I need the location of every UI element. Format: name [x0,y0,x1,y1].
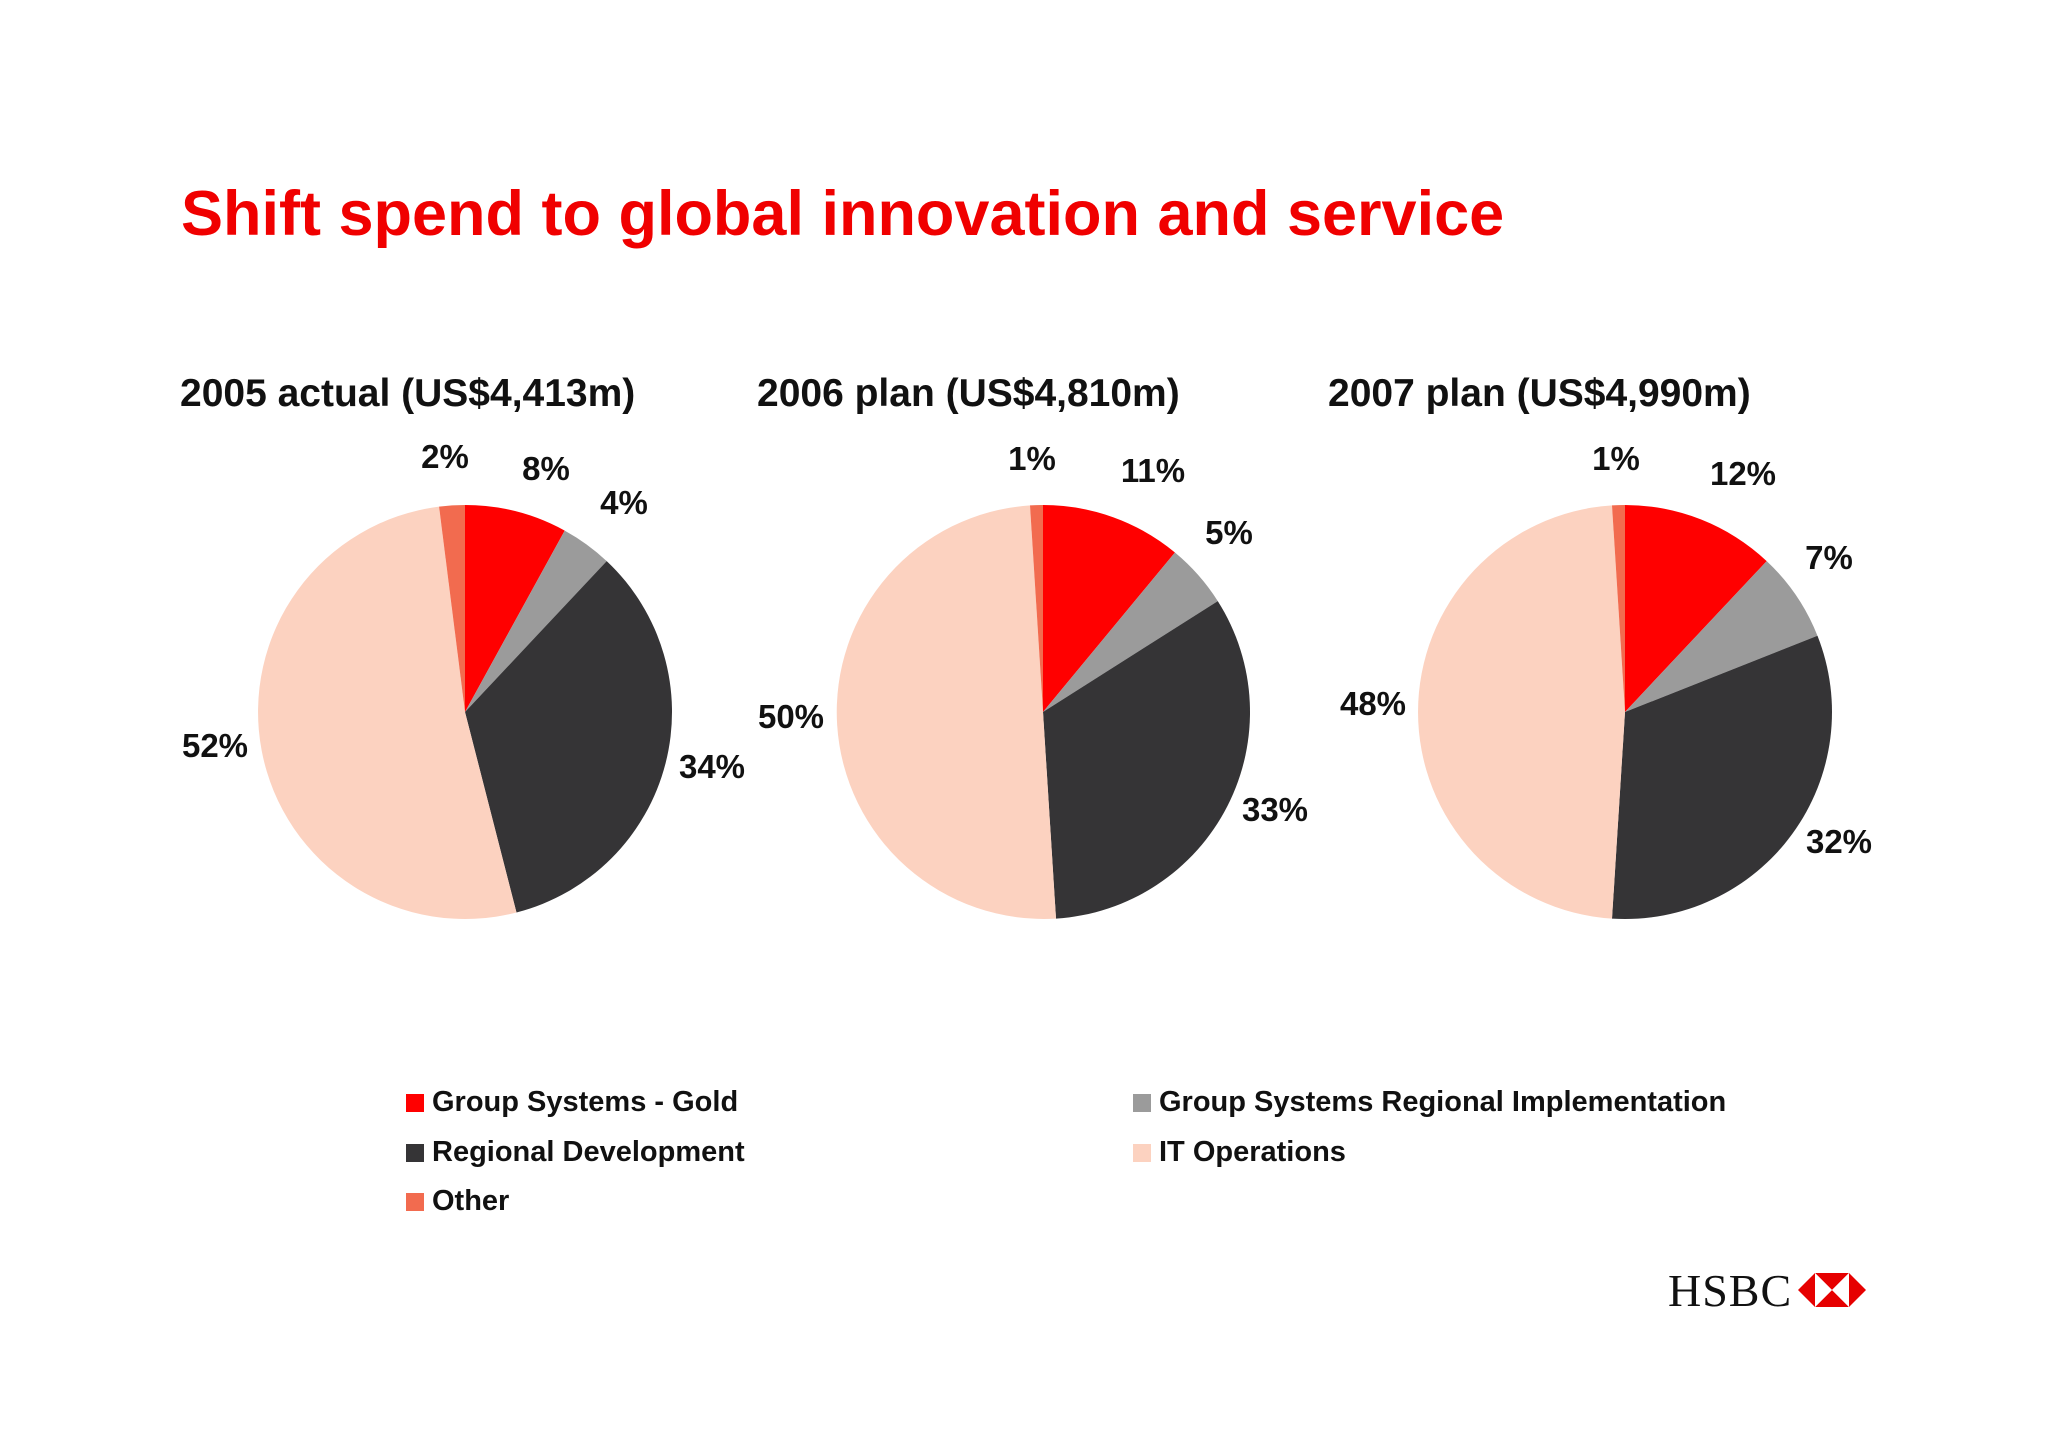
chart-title-2007: 2007 plan (US$4,990m) [1328,372,1751,415]
legend-label: Group Systems - Gold [432,1086,739,1118]
data-label: 52% [182,727,248,764]
legend-swatch [406,1093,424,1112]
slice-regional-development [465,561,673,913]
data-label: 11% [1121,452,1185,489]
legend-swatch [406,1192,424,1211]
chart-title-2006: 2006 plan (US$4,810m) [757,372,1180,415]
slice-regional-development [1612,635,1832,919]
slice-group-systems-gold [465,505,565,712]
data-label: 48% [1340,685,1406,722]
legend-label: Regional Development [432,1136,745,1168]
legend-item-regional-development: Regional Development [406,1136,745,1169]
pie-chart-2: 12% 7% 32% 48% 1% [1340,440,1872,919]
data-label: 50% [758,698,824,735]
slice-group-systems-regional [1625,561,1818,712]
data-label: 34% [679,748,745,785]
slice-regional-development [1043,601,1251,919]
legend-item-it-operations: IT Operations [1133,1136,1346,1169]
slice-group-systems-regional [465,530,607,712]
slice-it-operations [258,506,517,919]
slide-title: Shift spend to global innovation and ser… [181,179,1505,249]
legend-item-group-systems-gold: Group Systems - Gold [406,1086,738,1119]
slice-other [1030,505,1043,712]
logo-text: HSBC [1668,1264,1793,1316]
data-label: 7% [1805,539,1853,576]
slice-other [1612,505,1625,712]
legend-item-other: Other [406,1185,509,1218]
legend-item-group-systems-regional-implementation: Group Systems Regional Implementation [1133,1086,1726,1119]
pie-chart-1: 11% 5% 33% 50% 1% [758,440,1308,919]
legend-label: Group Systems Regional Implementation [1159,1086,1727,1118]
hsbc-logo: HSBC [1668,1264,1867,1316]
legend-label: Other [432,1185,510,1217]
data-label: 32% [1806,823,1872,860]
data-label: 1% [1008,440,1056,477]
legend-swatch [1133,1093,1151,1112]
data-label: 1% [1592,440,1640,477]
pie-chart-0: 8% 4% 34% 52% 2% [182,438,745,919]
slice-group-systems-gold [1625,505,1767,712]
data-label: 33% [1242,791,1308,828]
data-label: 12% [1710,455,1776,492]
data-label: 2% [421,438,469,475]
data-label: 4% [600,484,648,521]
slice-it-operations [1418,505,1625,919]
slice-group-systems-regional [1043,552,1218,712]
data-label: 5% [1205,514,1253,551]
slice-group-systems-gold [1043,505,1175,712]
slice-it-operations [836,505,1056,919]
legend-swatch [1133,1143,1151,1162]
legend-label: IT Operations [1159,1136,1346,1168]
data-label: 8% [522,450,570,487]
legend: Group Systems - Gold Regional Developmen… [406,1086,1806,1246]
slice-other [439,504,465,712]
legend-swatch [406,1143,424,1162]
chart-title-2005: 2005 actual (US$4,413m) [180,372,636,415]
hexagon-logo-icon [1798,1273,1867,1307]
